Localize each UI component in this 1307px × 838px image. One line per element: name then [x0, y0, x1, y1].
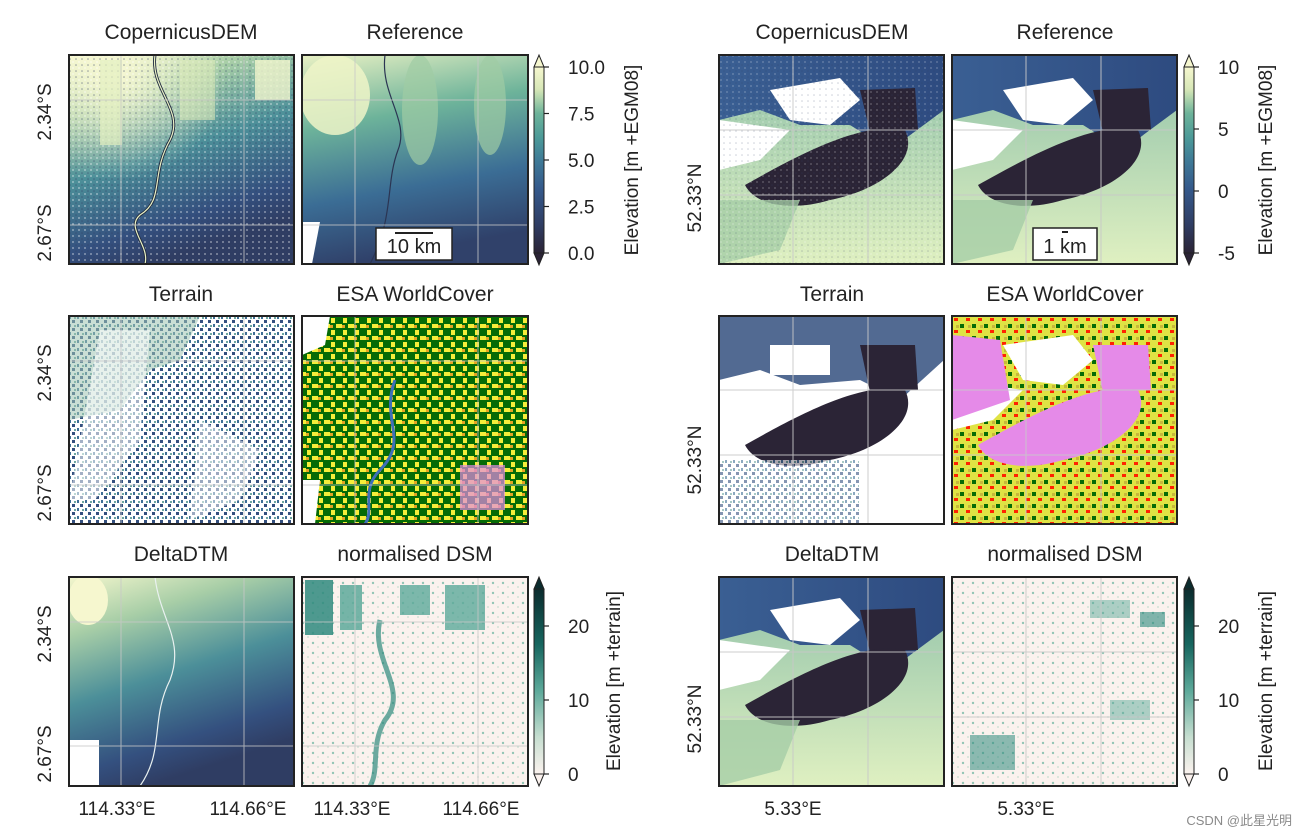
- lat-tick-left-r1-a: 2.34°S: [35, 83, 56, 140]
- colorbar-right-elevation: -5 0 5 10 Elevation [m +EGM08]: [1183, 53, 1277, 267]
- colorbar-left-elevation-label: Elevation [m +EGM08]: [622, 65, 643, 256]
- title-left-terrain: Terrain: [149, 283, 213, 306]
- title-right-ndsm: normalised DSM: [987, 543, 1142, 566]
- title-left-ndsm: normalised DSM: [337, 543, 492, 566]
- panel-right-reference: [952, 55, 1177, 264]
- lat-tick-left-r2-a: 2.34°S: [35, 344, 56, 401]
- left-scale-bar: 10 km: [375, 227, 453, 261]
- panel-left-worldcover: [302, 316, 528, 524]
- right-scale-bar-label: 1 km: [1043, 236, 1086, 258]
- panel-right-terrain: [719, 316, 944, 524]
- lon-tick-left-3: 114.33°E: [314, 799, 391, 820]
- colorbar-tick-label: 10.0: [568, 58, 605, 79]
- right-scale-bar: 1 km: [1032, 227, 1098, 261]
- lat-tick-right-r2: 52.33°N: [685, 426, 706, 495]
- lat-tick-right-r1: 52.33°N: [685, 164, 706, 233]
- colorbar-tick-label: 0: [568, 765, 579, 786]
- title-right-terrain: Terrain: [800, 283, 864, 306]
- colorbar-tick-label: 20: [568, 617, 589, 638]
- panel-right-deltadtm: [719, 577, 944, 786]
- colorbar-tick-label: 20: [1218, 617, 1239, 638]
- title-left-deltadtm: DeltaDTM: [134, 543, 229, 566]
- title-right-reference: Reference: [1017, 21, 1114, 44]
- panel-right-worldcover: [952, 316, 1177, 524]
- colorbar-tick-label: 0: [1218, 182, 1229, 203]
- watermark: CSDN @此星光明: [1186, 813, 1292, 828]
- title-right-worldcover: ESA WorldCover: [986, 283, 1143, 306]
- colorbar-right-elevation-ticks: -5 0 5 10: [1194, 58, 1239, 265]
- panel-left-deltadtm: [69, 577, 294, 786]
- lat-tick-left-r3-a: 2.34°S: [35, 605, 56, 662]
- colorbar-left-ndsm-label: Elevation [m +terrain]: [604, 591, 625, 771]
- colorbar-tick-label: 10: [568, 691, 589, 712]
- colorbar-left-ndsm-ticks: 0 10 20: [544, 617, 589, 786]
- lat-tick-left-r1-b: 2.67°S: [35, 204, 56, 261]
- lat-tick-right-r3: 52.33°N: [685, 685, 706, 754]
- lon-tick-left-4: 114.66°E: [443, 799, 520, 820]
- colorbar-left-elevation-ticks: 0.0 2.5 5.0 7.5 10.0: [544, 58, 605, 265]
- panel-left-ndsm: [302, 577, 528, 786]
- left-scale-bar-label: 10 km: [387, 236, 441, 258]
- colorbar-left-ndsm: 0 10 20 Elevation [m +terrain]: [533, 575, 625, 788]
- lon-tick-right-2: 5.33°E: [997, 799, 1054, 820]
- lon-tick-left-2: 114.66°E: [210, 799, 287, 820]
- colorbar-tick-label: 5: [1218, 120, 1229, 141]
- colorbar-right-ndsm: 0 10 20 Elevation [m +terrain]: [1183, 575, 1277, 788]
- colorbar-tick-label: 10: [1218, 58, 1239, 79]
- panel-left-terrain: [69, 316, 294, 524]
- right-frames: [718, 54, 1178, 787]
- left-frames: [68, 54, 529, 787]
- lat-tick-left-r3-b: 2.67°S: [35, 725, 56, 782]
- right-gridlines: [719, 55, 1177, 786]
- title-left-copdem: CopernicusDEM: [105, 21, 258, 44]
- colorbar-tick-label: 0.0: [568, 244, 594, 265]
- title-left-reference: Reference: [367, 21, 464, 44]
- colorbar-tick-label: 7.5: [568, 105, 594, 126]
- colorbar-tick-label: 0: [1218, 765, 1229, 786]
- lon-tick-left-1: 114.33°E: [79, 799, 156, 820]
- title-right-copdem: CopernicusDEM: [756, 21, 909, 44]
- title-left-worldcover: ESA WorldCover: [336, 283, 493, 306]
- colorbar-right-elevation-label: Elevation [m +EGM08]: [1256, 65, 1277, 256]
- panel-right-copdem: [719, 55, 944, 264]
- panel-left-reference: [302, 55, 528, 264]
- lon-tick-right-1: 5.33°E: [764, 799, 821, 820]
- title-right-deltadtm: DeltaDTM: [785, 543, 880, 566]
- colorbar-tick-label: 10: [1218, 691, 1239, 712]
- colorbar-tick-label: 2.5: [568, 198, 594, 219]
- panel-left-copdem: [69, 55, 294, 264]
- colorbar-tick-label: -5: [1218, 244, 1235, 265]
- colorbar-right-ndsm-ticks: 0 10 20: [1194, 617, 1239, 786]
- colorbar-left-elevation: 0.0 2.5 5.0 7.5 10.0 Elevation [m +EGM08]: [533, 53, 643, 267]
- colorbar-tick-label: 5.0: [568, 151, 594, 172]
- panel-right-ndsm: [952, 577, 1177, 786]
- lat-tick-left-r2-b: 2.67°S: [35, 464, 56, 521]
- left-gridlines: [69, 55, 528, 786]
- colorbar-right-ndsm-label: Elevation [m +terrain]: [1256, 591, 1277, 771]
